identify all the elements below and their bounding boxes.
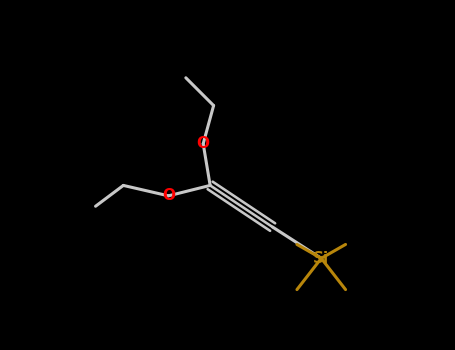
Text: Si: Si <box>313 251 329 266</box>
Text: O: O <box>162 188 175 203</box>
Text: O: O <box>197 136 210 151</box>
